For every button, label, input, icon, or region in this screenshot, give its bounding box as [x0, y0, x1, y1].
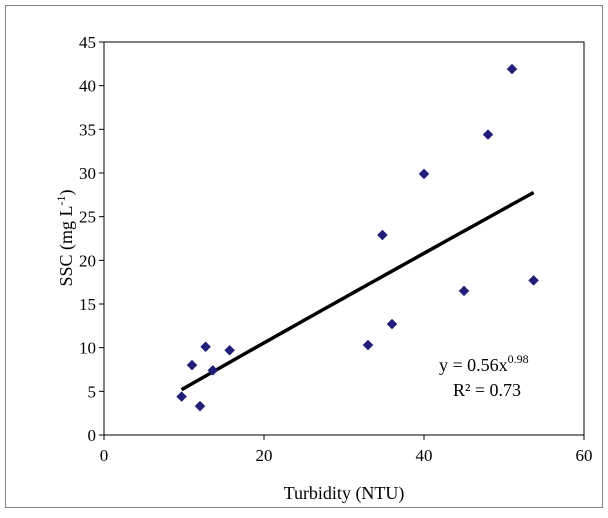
x-tick-label: 40	[416, 446, 433, 465]
trendline	[180, 190, 535, 392]
trendline-equation-exponent: 0.98	[508, 352, 529, 366]
y-tick-label: 15	[79, 295, 96, 314]
y-tick-label: 0	[88, 426, 97, 445]
y-tick-label: 30	[79, 164, 96, 183]
x-tick-label: 0	[100, 446, 109, 465]
data-point	[458, 285, 470, 297]
x-axis-title: Turbidity (NTU)	[284, 483, 405, 504]
data-point	[418, 168, 430, 180]
data-point	[377, 229, 388, 241]
y-tick-label: 10	[79, 339, 96, 358]
y-axis-title-main: SSC (mg L	[56, 205, 77, 286]
data-point	[224, 344, 235, 356]
data-point	[528, 275, 539, 286]
y-axis-title: SSC (mg L-1)	[54, 189, 77, 286]
data-point	[482, 129, 494, 140]
y-tick-label: 25	[79, 208, 96, 227]
data-point	[362, 339, 374, 351]
data-points	[176, 63, 539, 412]
y-axis-title-sup: -1	[54, 195, 68, 205]
trendline-equation-base: y = 0.56x	[439, 355, 508, 375]
x-tick-label: 60	[576, 446, 593, 465]
data-point	[194, 400, 206, 412]
trendline-group	[180, 190, 535, 392]
data-point	[176, 391, 187, 402]
trendline-r-squared: R² = 0.73	[453, 380, 521, 400]
y-axis-ticks: 0 5 10 15 20 25 30 35 40 45	[79, 33, 104, 445]
y-axis-title-close: )	[56, 189, 77, 195]
plot-area	[103, 41, 585, 436]
x-tick-label: 20	[256, 446, 273, 465]
data-point	[186, 359, 198, 371]
x-axis-ticks: 0 20 40 60	[100, 435, 593, 465]
y-tick-label: 40	[79, 77, 96, 96]
data-point	[207, 365, 219, 376]
data-point	[506, 63, 518, 75]
y-tick-label: 45	[79, 33, 96, 52]
y-tick-label: 20	[79, 251, 96, 270]
data-point	[386, 318, 398, 330]
y-tick-label: 35	[79, 120, 96, 139]
y-tick-label: 5	[88, 382, 97, 401]
data-point	[200, 341, 211, 353]
trendline-equation: y = 0.56x0.98	[439, 352, 529, 375]
